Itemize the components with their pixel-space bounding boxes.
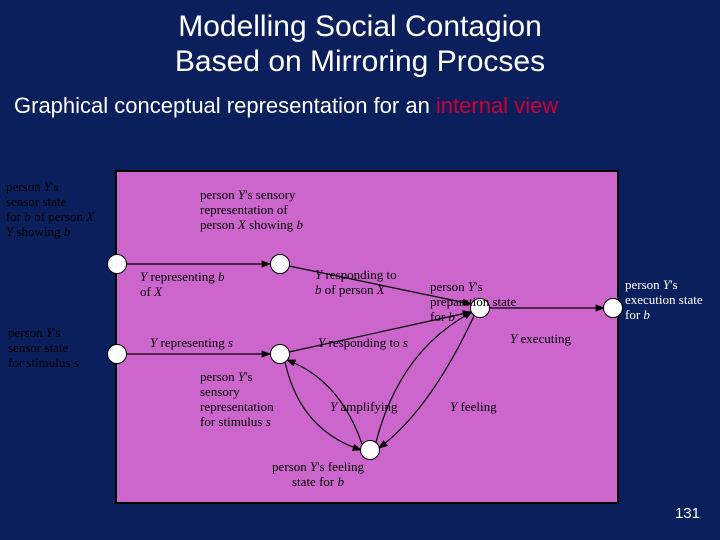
node-sensor-b bbox=[107, 254, 127, 274]
label-sensor-s: person Y'ssensor statefor stimulus s bbox=[8, 326, 108, 371]
label-sensor-b: person Y'ssensor statefor b of person XY… bbox=[6, 180, 116, 240]
label-srep-s: person Y'ssensoryrepresentationfor stimu… bbox=[200, 370, 320, 430]
node-srep-s bbox=[270, 344, 290, 364]
edge-label-resp-b: Y responding tob of person X bbox=[315, 268, 445, 298]
node-feeling-b bbox=[360, 440, 380, 460]
slide-subtitle: Graphical conceptual representation for … bbox=[0, 79, 720, 119]
node-sensor-s bbox=[107, 344, 127, 364]
edge-label-feel: Y feeling bbox=[450, 400, 497, 415]
edge-label-exec: Y executing bbox=[510, 332, 571, 347]
title-line2: Based on Mirroring Procses bbox=[175, 45, 545, 78]
node-srep-b bbox=[270, 254, 290, 274]
title-line1: Modelling Social Contagion bbox=[178, 10, 542, 43]
edge-label-rep-b: Y representing bof X bbox=[140, 270, 250, 300]
label-exec-b: person Y'sexecution statefor b bbox=[625, 278, 715, 323]
edge-label-rep-s: Y representing s bbox=[150, 336, 233, 351]
edge-label-amp: Y amplifying bbox=[330, 400, 398, 415]
slide-title: Modelling Social Contagion Based on Mirr… bbox=[0, 0, 720, 79]
label-prep-b: person Y'spreparation statefor b bbox=[430, 280, 550, 325]
label-feeling-b: person Y's feelingstate for b bbox=[238, 460, 398, 490]
subtitle-pre: Graphical conceptual representation for … bbox=[14, 93, 436, 118]
page-number: 131 bbox=[675, 505, 700, 522]
label-srep-b: person Y's sensoryrepresentation ofperso… bbox=[200, 188, 350, 233]
edge-label-resp-s: Y responding to s bbox=[318, 336, 408, 351]
node-exec-b bbox=[603, 298, 623, 318]
subtitle-highlight: internal view bbox=[436, 93, 558, 118]
